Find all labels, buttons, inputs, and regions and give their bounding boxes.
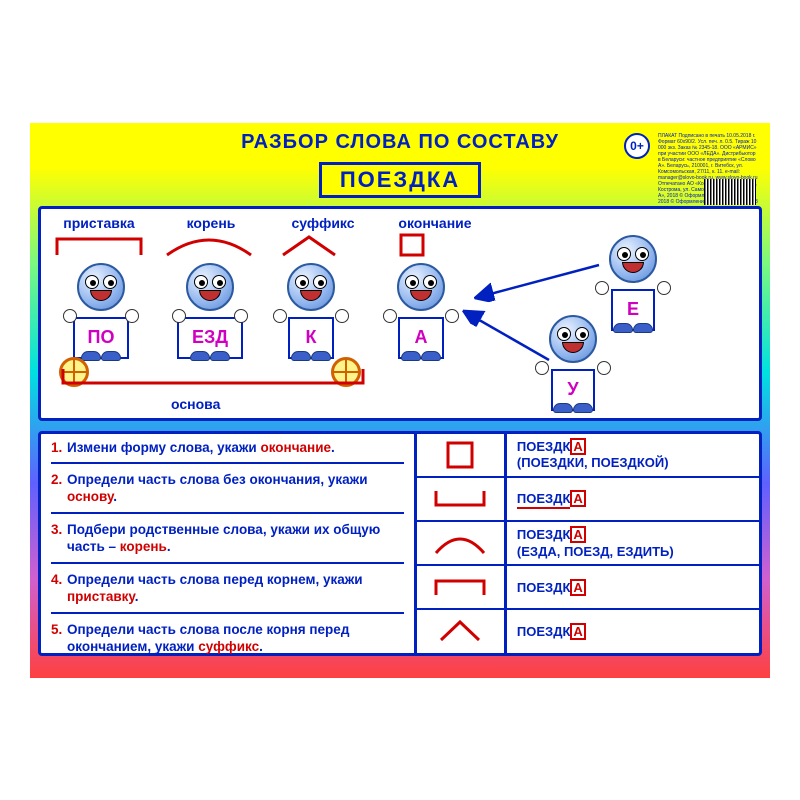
osnova-bracket (59, 369, 367, 389)
char-pristavka: ПО (73, 263, 129, 359)
char-suffix: К (287, 263, 335, 359)
target-word: ПОЕЗДКА (319, 162, 481, 198)
steps-panel: 1.Измени форму слова, укажи окончание. 2… (38, 431, 762, 656)
label-koren: корень (161, 215, 261, 231)
step-5: 5.Определи часть слова после корня перед… (51, 622, 404, 662)
example-4: ПОЕЗДКА (507, 566, 759, 610)
sym-suffix (417, 610, 504, 652)
example-1: ПОЕЗДКА(ПОЕЗДКИ, ПОЕЗДКОЙ) (507, 434, 759, 478)
morpheme-labels-row: приставка корень суффикс окончание (49, 215, 751, 231)
arrow-e (469, 255, 609, 305)
morpheme-panel: приставка корень суффикс окончание ПО ЕЗ… (38, 206, 762, 421)
characters-row: ПО ЕЗД К А Е У (49, 245, 751, 405)
label-okonchanie: окончание (385, 215, 485, 231)
part-po: ПО (73, 317, 129, 359)
sym-koren (417, 522, 504, 566)
step-2: 2.Определи часть слова без окончания, ук… (51, 472, 404, 514)
example-3: ПОЕЗДКА(ЕЗДА, ПОЕЗД, ЕЗДИТЬ) (507, 522, 759, 566)
example-2: ПОЕЗДКА (507, 478, 759, 522)
osnova-label: основа (171, 396, 220, 412)
part-ezd: ЕЗД (177, 317, 243, 359)
steps-list: 1.Измени форму слова, укажи окончание. 2… (41, 434, 417, 653)
label-suffix: суффикс (273, 215, 373, 231)
label-pristavka: приставка (49, 215, 149, 231)
example-5: ПОЕЗДКА (507, 610, 759, 652)
age-badge: 0+ (624, 133, 650, 159)
examples-column: ПОЕЗДКА(ПОЕЗДКИ, ПОЕЗДКОЙ) ПОЕЗДКА ПОЕЗД… (507, 434, 759, 653)
sym-pristavka (417, 566, 504, 610)
sym-osnova (417, 478, 504, 522)
sym-okonchanie (417, 434, 504, 478)
arrow-u (459, 305, 559, 375)
step-3: 3.Подбери родственные слова, укажи их об… (51, 522, 404, 564)
barcode (704, 179, 756, 205)
poster-root: 0+ ПЛАКАТ Подписано в печать 10.05.2018 … (30, 123, 770, 678)
step-1: 1.Измени форму слова, укажи окончание. (51, 440, 404, 465)
char-koren: ЕЗД (177, 263, 243, 359)
main-title: РАЗБОР СЛОВА ПО СОСТАВУ (38, 131, 762, 154)
char-ending-e: Е (609, 235, 657, 331)
symbols-column (417, 434, 507, 653)
char-okonchanie: А (397, 263, 445, 359)
step-4: 4.Определи часть слова перед корнем, ука… (51, 572, 404, 614)
